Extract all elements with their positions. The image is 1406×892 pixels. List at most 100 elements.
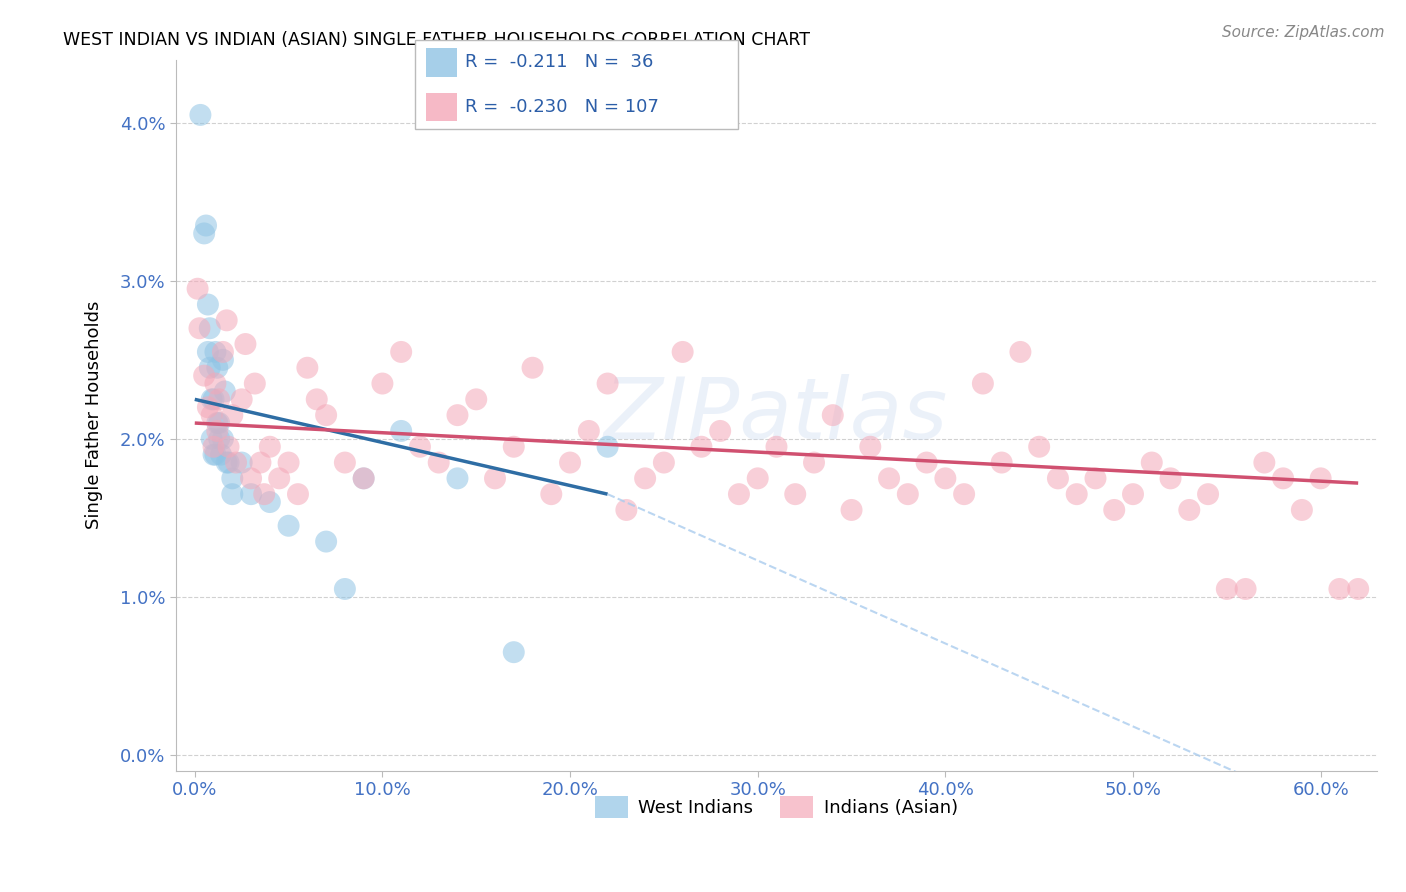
- Point: [1347, 582, 1369, 596]
- Point: [201, 392, 224, 407]
- Point: [409, 440, 432, 454]
- Point: [446, 471, 468, 485]
- Point: [197, 297, 219, 311]
- Point: [578, 424, 600, 438]
- Point: [953, 487, 976, 501]
- Point: [207, 424, 229, 438]
- Text: Source: ZipAtlas.com: Source: ZipAtlas.com: [1222, 25, 1385, 40]
- Point: [201, 408, 224, 422]
- Point: [221, 471, 243, 485]
- Point: [1160, 471, 1182, 485]
- Point: [1253, 456, 1275, 470]
- Point: [218, 440, 240, 454]
- Point: [225, 456, 247, 470]
- Point: [1309, 471, 1331, 485]
- Point: [253, 487, 276, 501]
- Point: [427, 456, 450, 470]
- Point: [596, 376, 619, 391]
- Text: ZIPatlas: ZIPatlas: [605, 374, 949, 457]
- Point: [502, 440, 524, 454]
- Point: [198, 321, 221, 335]
- Point: [333, 456, 356, 470]
- Point: [446, 408, 468, 422]
- Point: [596, 440, 619, 454]
- Point: [231, 392, 253, 407]
- Point: [195, 219, 218, 233]
- Point: [277, 518, 299, 533]
- Point: [249, 456, 271, 470]
- Point: [209, 448, 232, 462]
- Point: [215, 456, 238, 470]
- Point: [269, 471, 291, 485]
- Point: [1234, 582, 1257, 596]
- Point: [204, 345, 226, 359]
- Point: [652, 456, 675, 470]
- Point: [240, 487, 263, 501]
- Point: [672, 345, 695, 359]
- Legend: West Indians, Indians (Asian): West Indians, Indians (Asian): [588, 789, 965, 826]
- Point: [204, 376, 226, 391]
- Point: [634, 471, 657, 485]
- Point: [389, 345, 412, 359]
- Point: [259, 440, 281, 454]
- Point: [231, 456, 253, 470]
- Point: [484, 471, 506, 485]
- Point: [212, 432, 235, 446]
- Point: [990, 456, 1012, 470]
- Point: [197, 401, 219, 415]
- Point: [190, 108, 212, 122]
- Point: [1197, 487, 1219, 501]
- Point: [221, 487, 243, 501]
- Point: [803, 456, 825, 470]
- Point: [305, 392, 328, 407]
- Point: [187, 282, 209, 296]
- Point: [877, 471, 900, 485]
- Point: [277, 456, 299, 470]
- Point: [333, 582, 356, 596]
- Point: [235, 337, 257, 351]
- Point: [522, 360, 544, 375]
- Point: [690, 440, 713, 454]
- Point: [188, 321, 211, 335]
- Point: [201, 432, 224, 446]
- Point: [1046, 471, 1069, 485]
- Point: [315, 408, 337, 422]
- Point: [208, 416, 231, 430]
- Point: [558, 456, 581, 470]
- Point: [540, 487, 562, 501]
- Point: [728, 487, 751, 501]
- Point: [202, 392, 225, 407]
- Point: [208, 392, 231, 407]
- Point: [315, 534, 337, 549]
- Y-axis label: Single Father Households: Single Father Households: [86, 301, 103, 529]
- Point: [709, 424, 731, 438]
- Point: [212, 352, 235, 367]
- Point: [214, 384, 236, 399]
- Point: [297, 360, 319, 375]
- Point: [1291, 503, 1313, 517]
- Point: [243, 376, 266, 391]
- Point: [1102, 503, 1125, 517]
- Point: [1140, 456, 1163, 470]
- Point: [202, 448, 225, 462]
- Point: [212, 345, 235, 359]
- Point: [841, 503, 863, 517]
- Point: [287, 487, 309, 501]
- Point: [218, 456, 240, 470]
- Point: [1178, 503, 1201, 517]
- Point: [202, 440, 225, 454]
- Text: WEST INDIAN VS INDIAN (ASIAN) SINGLE FATHER HOUSEHOLDS CORRELATION CHART: WEST INDIAN VS INDIAN (ASIAN) SINGLE FAT…: [63, 31, 810, 49]
- Text: R =  -0.230   N = 107: R = -0.230 N = 107: [465, 98, 659, 116]
- Point: [198, 360, 221, 375]
- Point: [859, 440, 882, 454]
- Point: [1122, 487, 1144, 501]
- Point: [614, 503, 637, 517]
- Point: [208, 432, 231, 446]
- Point: [204, 448, 226, 462]
- Point: [747, 471, 769, 485]
- Point: [1010, 345, 1032, 359]
- Point: [934, 471, 956, 485]
- Point: [389, 424, 412, 438]
- Point: [972, 376, 994, 391]
- Point: [207, 360, 229, 375]
